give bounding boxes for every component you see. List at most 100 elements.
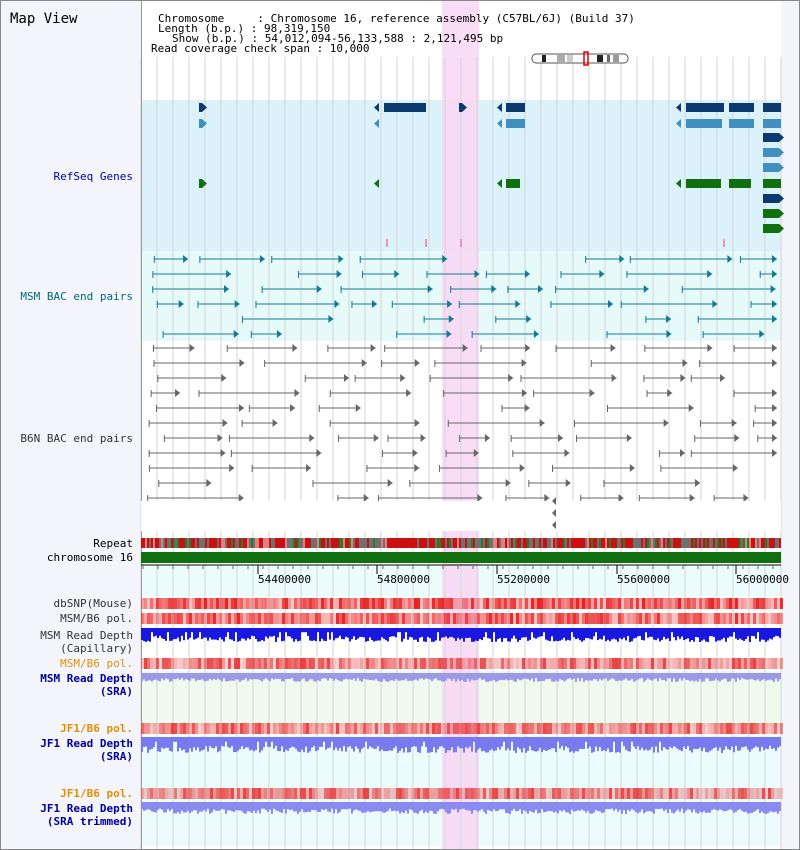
jf1-pol-heat xyxy=(291,723,294,734)
msm-depth-capillary-bar xyxy=(717,628,719,641)
b6n-bac-pair-end xyxy=(459,435,461,442)
dbsnp-heat xyxy=(408,598,411,609)
track-label-chromosome[interactable]: chromosome 16 xyxy=(46,551,133,564)
msm-pol-sra-heat xyxy=(654,658,657,669)
jf1-pol-heat xyxy=(372,723,375,734)
msm-depth-sra-bar xyxy=(475,673,477,681)
msm-depth-capillary-bar xyxy=(549,628,551,642)
gene-exon xyxy=(729,103,754,112)
dbsnp-heat xyxy=(306,598,309,609)
jf1-depth-trim-bar xyxy=(233,802,235,812)
jf1-depth-trim-bar xyxy=(321,802,323,810)
jf1-depth-sra-bar xyxy=(269,737,271,747)
msm-pol-sra-heat xyxy=(333,658,336,669)
track-label-repeat[interactable]: Repeat xyxy=(93,537,133,550)
gene-exon xyxy=(686,119,722,128)
repeat-segment xyxy=(605,538,607,548)
msm-depth-capillary-bar xyxy=(565,628,567,641)
b6n-bac-pair-end xyxy=(690,375,692,382)
b6n-bac-pair-end xyxy=(606,405,608,412)
msm-depth-capillary-bar xyxy=(233,628,235,642)
msm-depth-capillary-bar xyxy=(341,628,343,640)
track-label-jf1-b6-pol-1[interactable]: JF1/B6 pol. xyxy=(60,722,133,735)
jf1-depth-sra-bar xyxy=(747,737,749,750)
msm-depth-capillary-bar xyxy=(447,628,449,639)
jf1-depth-trim-bar xyxy=(485,802,487,814)
jf1-pol-trim-heat xyxy=(414,788,417,799)
repeat-segment xyxy=(147,538,149,548)
track-label-msm-depth-sra[interactable]: MSM Read Depth xyxy=(40,672,133,685)
repeat-segment xyxy=(447,538,449,548)
jf1-depth-trim-bar xyxy=(713,802,715,809)
jf1-depth-trim-bar xyxy=(611,802,613,809)
repeat-segment xyxy=(281,538,283,548)
repeat-segment xyxy=(671,538,673,548)
jf1-pol-trim-heat xyxy=(147,788,150,799)
msm-depth-capillary-bar xyxy=(587,628,589,638)
jf1-depth-sra-bar xyxy=(567,737,569,748)
msm-depth-sra-bar xyxy=(623,673,625,680)
jf1-depth-sra-bar xyxy=(451,737,453,748)
dbsnp-heat xyxy=(774,598,777,609)
jf1-pol-trim-heat xyxy=(510,788,513,799)
jf1-depth-sra-bar xyxy=(551,737,553,749)
jf1-depth-sra-bar xyxy=(663,737,665,747)
track-label-jf1-b6-pol-2[interactable]: JF1/B6 pol. xyxy=(60,787,133,800)
jf1-pol-trim-heat xyxy=(633,788,636,799)
track-label-msm-bac[interactable]: MSM BAC end pairs xyxy=(20,290,133,303)
track-label-dbsnp[interactable]: dbSNP(Mouse) xyxy=(53,597,133,610)
msm-pol-heat xyxy=(378,613,381,624)
msm-bac-pair-end xyxy=(619,255,625,263)
track-label-msm-b6-pol-1[interactable]: MSM/B6 pol. xyxy=(60,612,133,625)
msm-depth-sra-bar xyxy=(755,673,757,681)
jf1-depth-sra-bar xyxy=(273,737,275,749)
msm-pol-sra-heat xyxy=(453,658,456,669)
msm-depth-sra-bar xyxy=(655,673,657,679)
jf1-pol-trim-heat xyxy=(186,788,189,799)
jf1-depth-sra-bar xyxy=(219,737,221,751)
jf1-depth-sra-bar xyxy=(345,737,347,752)
jf1-depth-sra-bar xyxy=(223,737,225,747)
msm-pol-sra-heat xyxy=(546,658,549,669)
msm-depth-capillary-bar xyxy=(743,628,745,641)
repeat-segment xyxy=(469,538,471,548)
track-label-refseq-genes[interactable]: RefSeq Genes xyxy=(53,170,133,183)
msm-depth-capillary-bar xyxy=(643,628,645,641)
b6n-bac-pair-end xyxy=(603,480,605,487)
repeat-segment xyxy=(341,538,343,548)
msm-pol-sra-heat xyxy=(237,658,240,669)
track-label-jf1-depth-trimmed[interactable]: JF1 Read Depth xyxy=(40,802,133,815)
msm-pol-heat xyxy=(621,613,624,624)
jf1-pol-heat xyxy=(264,723,267,734)
repeat-segment xyxy=(329,538,331,548)
dbsnp-heat xyxy=(246,598,249,609)
msm-pol-sra-heat xyxy=(273,658,276,669)
msm-depth-sra-bar xyxy=(449,673,451,679)
jf1-depth-trim-bar xyxy=(223,802,225,810)
msm-depth-sra-bar xyxy=(459,673,461,681)
jf1-pol-heat xyxy=(342,723,345,734)
jf1-pol-heat xyxy=(609,723,612,734)
jf1-pol-trim-heat xyxy=(495,788,498,799)
jf1-depth-trim-bar xyxy=(323,802,325,811)
msm-pol-sra-heat xyxy=(774,658,777,669)
b6n-bac-pair-end xyxy=(414,464,420,472)
track-label-msm-depth-capillary[interactable]: MSM Read Depth xyxy=(40,629,133,642)
track-label-b6n-bac[interactable]: B6N BAC end pairs xyxy=(20,432,133,445)
track-label-jf1-depth-sra[interactable]: JF1 Read Depth xyxy=(40,737,133,750)
msm-bac-pair-end xyxy=(515,300,521,308)
jf1-pol-heat xyxy=(378,723,381,734)
msm-depth-capillary-bar xyxy=(225,628,227,637)
jf1-depth-trim-bar xyxy=(777,802,779,814)
track-label-msm-b6-pol-2[interactable]: MSM/B6 pol. xyxy=(60,657,133,670)
jf1-depth-sra-bar xyxy=(181,737,183,751)
jf1-depth-trim-bar xyxy=(147,802,149,810)
jf1-depth-sra-bar xyxy=(509,737,511,751)
msm-pol-heat xyxy=(285,613,288,624)
b6n-bac-pair-end xyxy=(772,404,777,412)
jf1-pol-trim-heat xyxy=(675,788,678,799)
repeat-segment xyxy=(741,538,743,548)
jf1-depth-sra-bar xyxy=(631,737,633,742)
msm-depth-capillary-bar xyxy=(421,628,423,637)
